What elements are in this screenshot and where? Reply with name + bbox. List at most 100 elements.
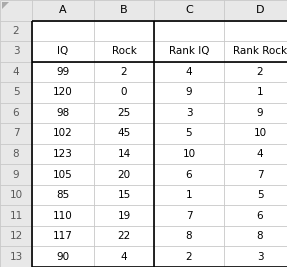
Bar — [32, 41, 94, 62]
Bar — [154, 205, 224, 226]
Bar — [224, 205, 287, 226]
Text: 3: 3 — [13, 46, 19, 56]
Text: 4: 4 — [13, 67, 19, 77]
Bar — [94, 103, 154, 123]
Bar — [224, 144, 287, 164]
Text: 6: 6 — [257, 211, 263, 221]
Text: 5: 5 — [13, 87, 19, 97]
Bar — [224, 21, 287, 41]
Bar — [224, 185, 287, 205]
Text: 10: 10 — [9, 190, 23, 200]
Text: 102: 102 — [53, 128, 73, 139]
Bar — [0, 205, 32, 226]
Bar — [224, 164, 287, 185]
Text: IQ: IQ — [57, 46, 69, 56]
Bar — [154, 246, 224, 267]
Bar — [94, 41, 154, 62]
Bar — [224, 62, 287, 82]
Bar — [32, 103, 94, 123]
Bar — [94, 0, 154, 21]
Text: 1: 1 — [186, 190, 192, 200]
Bar — [0, 185, 32, 205]
Text: 15: 15 — [117, 190, 131, 200]
Text: 4: 4 — [257, 149, 263, 159]
Bar — [94, 164, 154, 185]
Bar — [32, 62, 94, 82]
Text: 117: 117 — [53, 231, 73, 241]
Bar — [0, 82, 32, 103]
Bar — [94, 246, 154, 267]
Bar — [0, 0, 32, 21]
Bar — [94, 205, 154, 226]
Text: 0: 0 — [121, 87, 127, 97]
Text: 3: 3 — [257, 252, 263, 262]
Bar — [0, 123, 32, 144]
Text: 10: 10 — [183, 149, 195, 159]
Bar — [94, 185, 154, 205]
Bar — [32, 164, 94, 185]
Text: 45: 45 — [117, 128, 131, 139]
Text: D: D — [256, 5, 264, 15]
Bar — [0, 41, 32, 62]
Bar — [32, 226, 94, 246]
Bar — [32, 205, 94, 226]
Text: Rock: Rock — [112, 46, 136, 56]
Bar — [0, 164, 32, 185]
Text: 4: 4 — [186, 67, 192, 77]
Text: 123: 123 — [53, 149, 73, 159]
Bar — [32, 246, 94, 267]
Bar — [154, 21, 224, 41]
Text: 12: 12 — [9, 231, 23, 241]
Text: 105: 105 — [53, 170, 73, 180]
Text: 9: 9 — [13, 170, 19, 180]
Bar — [154, 82, 224, 103]
Text: 8: 8 — [186, 231, 192, 241]
Text: Rank Rock: Rank Rock — [233, 46, 287, 56]
Bar — [0, 103, 32, 123]
Bar — [224, 123, 287, 144]
Text: 7: 7 — [13, 128, 19, 139]
Text: A: A — [59, 5, 67, 15]
Text: 8: 8 — [257, 231, 263, 241]
Text: 4: 4 — [121, 252, 127, 262]
Bar — [154, 123, 224, 144]
Bar — [154, 0, 224, 21]
Text: 9: 9 — [257, 108, 263, 118]
Bar — [0, 226, 32, 246]
Text: 85: 85 — [56, 190, 70, 200]
Bar — [0, 246, 32, 267]
Text: 5: 5 — [257, 190, 263, 200]
Bar — [94, 226, 154, 246]
Bar — [224, 103, 287, 123]
Bar — [154, 144, 224, 164]
Bar — [224, 41, 287, 62]
Bar — [224, 226, 287, 246]
Bar — [154, 103, 224, 123]
Text: 110: 110 — [53, 211, 73, 221]
Bar — [154, 185, 224, 205]
Bar — [94, 82, 154, 103]
Text: 120: 120 — [53, 87, 73, 97]
Bar — [224, 82, 287, 103]
Bar — [154, 164, 224, 185]
Text: 2: 2 — [186, 252, 192, 262]
Text: 11: 11 — [9, 211, 23, 221]
Bar — [224, 246, 287, 267]
Text: 2: 2 — [13, 26, 19, 36]
Text: 99: 99 — [56, 67, 70, 77]
Text: 14: 14 — [117, 149, 131, 159]
Text: 22: 22 — [117, 231, 131, 241]
Text: 98: 98 — [56, 108, 70, 118]
Text: 7: 7 — [257, 170, 263, 180]
Bar — [224, 0, 287, 21]
Text: 2: 2 — [257, 67, 263, 77]
Text: Rank IQ: Rank IQ — [169, 46, 209, 56]
Bar — [94, 21, 154, 41]
Bar — [32, 144, 94, 164]
Text: C: C — [185, 5, 193, 15]
Text: 10: 10 — [253, 128, 267, 139]
Bar — [94, 144, 154, 164]
Text: 9: 9 — [186, 87, 192, 97]
Text: 20: 20 — [117, 170, 131, 180]
Bar — [154, 62, 224, 82]
